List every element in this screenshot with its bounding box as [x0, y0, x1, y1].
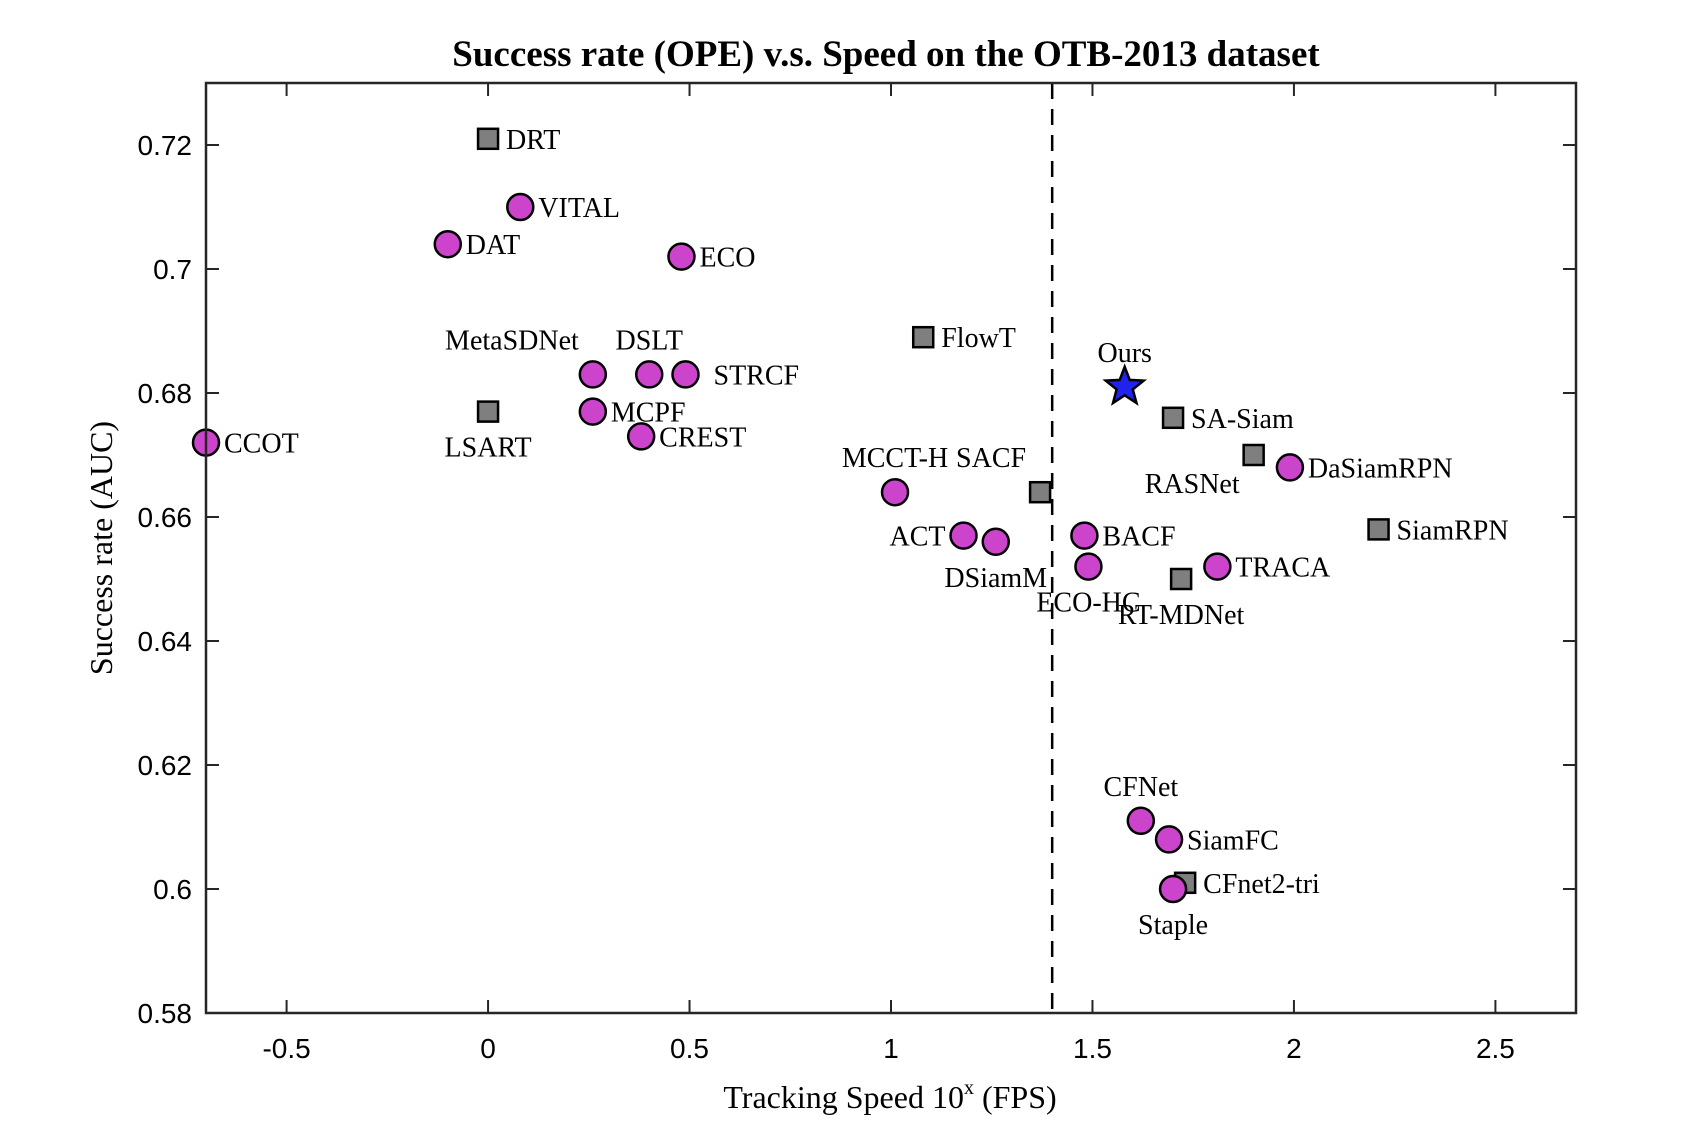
y-tick-label: 0.62 — [138, 750, 193, 781]
x-tick-label: 2 — [1286, 1033, 1302, 1064]
point-circle — [506, 192, 535, 222]
point-circle — [981, 527, 1011, 557]
point-label: CREST — [659, 422, 746, 453]
point-circle — [578, 397, 608, 426]
y-tick-label: 0.68 — [138, 378, 193, 409]
point-label: DAT — [466, 230, 520, 261]
point-circle — [1074, 552, 1103, 581]
x-tick-label: 0 — [480, 1033, 496, 1064]
y-tick-label: 0.6 — [153, 874, 192, 905]
point-label: DSLT — [616, 325, 683, 356]
point-circle — [949, 521, 978, 550]
point-circle — [667, 242, 696, 271]
point-circle — [1275, 453, 1305, 482]
point-label: SACF — [956, 443, 1026, 474]
point-circle — [1070, 521, 1099, 550]
point-circle — [433, 229, 463, 259]
y-tick-label: 0.66 — [138, 502, 193, 533]
point-circle — [671, 360, 700, 389]
point-square — [1169, 567, 1193, 591]
x-axis-label-suffix: (FPS) — [974, 1079, 1057, 1115]
point-label: ECO-HC — [1036, 588, 1140, 619]
axis-ticks: -0.5 0 0.5 1 1.5 2 2.5 0.58 0.6 0.62 0.64 0.66 0.68 0… — [138, 83, 1576, 1064]
y-tick-label: 0.64 — [138, 626, 193, 657]
x-tick-label: -0.5 — [262, 1033, 310, 1064]
point-label: STRCF — [714, 360, 800, 391]
point-square — [1161, 406, 1185, 430]
point-label: CCOT — [224, 429, 299, 460]
x-tick-label: 1.5 — [1073, 1033, 1112, 1064]
point-label: SA-Siam — [1191, 404, 1294, 435]
point-square — [476, 400, 500, 423]
point-circle — [1126, 806, 1156, 836]
point-square — [1367, 518, 1390, 541]
point-circle — [880, 477, 910, 507]
point-square — [1242, 443, 1265, 467]
point-label: RASNet — [1145, 469, 1240, 500]
point-circle — [1203, 552, 1232, 581]
x-tick-label: 0.5 — [670, 1033, 709, 1064]
point-star — [1102, 363, 1148, 406]
x-axis-label-main: Tracking Speed 10 — [723, 1079, 964, 1115]
point-label: VITAL — [538, 193, 620, 224]
point-label: SiamFC — [1187, 825, 1279, 856]
point-label: TRACA — [1235, 553, 1331, 584]
x-tick-label: 1 — [883, 1033, 899, 1064]
point-label: MCCT-H — [842, 443, 948, 474]
y-axis-label: Success rate (AUC) — [83, 421, 119, 675]
point-label: CFNet — [1103, 772, 1178, 803]
point-label: RT-MDNet — [1118, 600, 1245, 631]
point-label: DRT — [506, 125, 560, 156]
point-label: MCPF — [611, 398, 686, 429]
y-tick-label: 0.72 — [138, 130, 193, 161]
point-square — [1028, 480, 1052, 504]
point-label: DaSiamRPN — [1308, 453, 1453, 484]
point-label: CFnet2-tri — [1203, 869, 1320, 900]
point-label: MetaSDNet — [445, 325, 579, 356]
point-square — [476, 127, 500, 151]
point-label: SiamRPN — [1397, 515, 1509, 546]
point-label: Ours — [1097, 338, 1151, 369]
x-axis-label: Tracking Speed 10x (FPS) — [723, 1077, 1056, 1115]
x-tick-label: 2.5 — [1476, 1033, 1515, 1064]
point-square — [911, 325, 935, 349]
y-tick-label: 0.7 — [153, 254, 192, 285]
point-label: ACT — [890, 522, 946, 553]
x-axis-label-superscript: x — [964, 1077, 974, 1099]
point-label: DSiamM — [944, 563, 1047, 594]
point-label: FlowT — [941, 323, 1016, 354]
point-label: BACF — [1102, 522, 1175, 553]
point-circle — [1154, 825, 1184, 854]
y-tick-label: 0.58 — [138, 998, 193, 1029]
chart-title: Success rate (OPE) v.s. Speed on the OTB… — [452, 34, 1320, 75]
plot-marks: DRT VITAL DAT ECO MetaSDNet DSLT STRCF MCPF LSAR… — [191, 83, 1509, 1013]
point-circle — [634, 360, 664, 389]
point-circle — [578, 360, 608, 389]
point-label: Staple — [1138, 910, 1208, 941]
point-label: ECO — [699, 243, 755, 274]
point-label: LSART — [445, 433, 532, 464]
point-circle — [1158, 874, 1188, 904]
point-circle — [626, 422, 656, 451]
